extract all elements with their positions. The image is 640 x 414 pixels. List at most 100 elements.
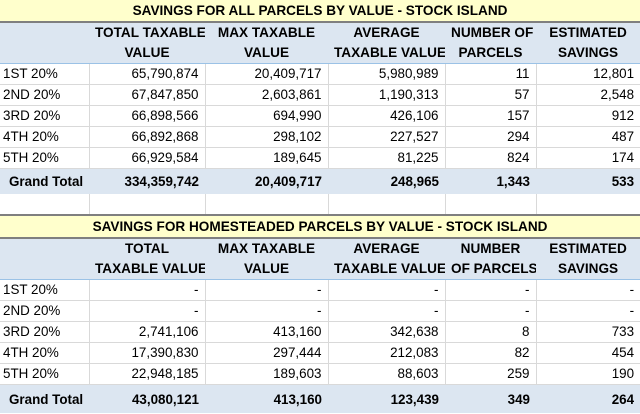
header-total-taxable[interactable]: VALUE bbox=[89, 43, 205, 64]
cell-avg[interactable]: 426,106 bbox=[328, 105, 446, 127]
cell-count[interactable]: 82 bbox=[445, 342, 537, 364]
header-number-parcels[interactable]: NUMBER OF bbox=[445, 22, 536, 43]
header-estimated-savings[interactable]: ESTIMATED bbox=[536, 238, 640, 259]
cell-savings[interactable]: 190 bbox=[536, 363, 640, 385]
grand-total-avg[interactable]: 123,439 bbox=[328, 384, 445, 413]
cell-avg[interactable]: 88,603 bbox=[328, 363, 446, 385]
cell-max[interactable]: - bbox=[205, 300, 329, 322]
cell-total[interactable]: 22,948,185 bbox=[89, 363, 206, 385]
cell-count[interactable]: - bbox=[445, 279, 537, 301]
cell-total[interactable]: 17,390,830 bbox=[89, 342, 206, 364]
cell-savings[interactable]: - bbox=[536, 279, 640, 301]
cell-count[interactable]: 57 bbox=[445, 84, 537, 106]
cell-savings[interactable]: 174 bbox=[536, 147, 640, 169]
header-cell[interactable] bbox=[0, 238, 89, 259]
cell-max[interactable]: 189,603 bbox=[205, 363, 329, 385]
cell-savings[interactable]: 733 bbox=[536, 321, 640, 343]
cell-total[interactable]: 67,847,850 bbox=[89, 84, 206, 106]
header-total-taxable[interactable]: TOTAL bbox=[89, 238, 205, 259]
grand-total-savings[interactable]: 264 bbox=[536, 384, 640, 413]
cell-avg[interactable]: 5,980,989 bbox=[328, 63, 446, 85]
cell-max[interactable]: 189,645 bbox=[205, 147, 329, 169]
cell-savings[interactable]: - bbox=[536, 300, 640, 322]
header-average-taxable[interactable]: AVERAGE bbox=[328, 22, 445, 43]
grand-total-total[interactable]: 43,080,121 bbox=[89, 384, 205, 413]
cell-avg[interactable]: 81,225 bbox=[328, 147, 446, 169]
table-all-title[interactable]: SAVINGS FOR ALL PARCELS BY VALUE - STOCK… bbox=[0, 0, 640, 23]
header-max-taxable[interactable]: MAX TAXABLE bbox=[205, 22, 328, 43]
cell-savings[interactable]: 2,548 bbox=[536, 84, 640, 106]
header-max-taxable[interactable]: VALUE bbox=[205, 259, 328, 280]
cell-total[interactable]: 66,892,868 bbox=[89, 126, 206, 148]
header-cell[interactable] bbox=[0, 43, 89, 64]
cell-count[interactable]: 11 bbox=[445, 63, 537, 85]
cell-count[interactable]: - bbox=[445, 300, 537, 322]
empty-cell[interactable] bbox=[89, 194, 206, 216]
header-estimated-savings[interactable]: SAVINGS bbox=[536, 259, 640, 280]
header-total-taxable[interactable]: TOTAL TAXABLE bbox=[89, 22, 205, 43]
row-label[interactable]: 3RD 20% bbox=[0, 321, 90, 343]
header-number-parcels[interactable]: PARCELS bbox=[445, 43, 536, 64]
cell-max[interactable]: 20,409,717 bbox=[205, 63, 329, 85]
row-label[interactable]: 1ST 20% bbox=[0, 279, 90, 301]
header-number-parcels[interactable]: OF PARCELS bbox=[445, 259, 536, 280]
header-estimated-savings[interactable]: ESTIMATED bbox=[536, 22, 640, 43]
header-average-taxable[interactable]: AVERAGE bbox=[328, 238, 445, 259]
row-label[interactable]: 2ND 20% bbox=[0, 84, 90, 106]
cell-count[interactable]: 157 bbox=[445, 105, 537, 127]
header-cell[interactable] bbox=[0, 22, 89, 43]
row-label[interactable]: 5TH 20% bbox=[0, 147, 90, 169]
row-label[interactable]: 5TH 20% bbox=[0, 363, 90, 385]
header-average-taxable[interactable]: TAXABLE VALUE bbox=[328, 259, 445, 280]
grand-total-max[interactable]: 413,160 bbox=[205, 384, 328, 413]
cell-avg[interactable]: 342,638 bbox=[328, 321, 446, 343]
cell-max[interactable]: - bbox=[205, 279, 329, 301]
cell-savings[interactable]: 12,801 bbox=[536, 63, 640, 85]
cell-max[interactable]: 413,160 bbox=[205, 321, 329, 343]
grand-total-label[interactable]: Grand Total bbox=[0, 384, 89, 413]
cell-total[interactable]: - bbox=[89, 300, 206, 322]
cell-count[interactable]: 294 bbox=[445, 126, 537, 148]
header-average-taxable[interactable]: TAXABLE VALUE bbox=[328, 43, 445, 64]
cell-savings[interactable]: 487 bbox=[536, 126, 640, 148]
header-total-taxable[interactable]: TAXABLE VALUE bbox=[89, 259, 205, 280]
empty-cell[interactable] bbox=[0, 194, 90, 216]
row-label[interactable]: 3RD 20% bbox=[0, 105, 90, 127]
row-label[interactable]: 4TH 20% bbox=[0, 342, 90, 364]
grand-total-count[interactable]: 1,343 bbox=[445, 168, 536, 194]
cell-savings[interactable]: 454 bbox=[536, 342, 640, 364]
cell-max[interactable]: 2,603,861 bbox=[205, 84, 329, 106]
header-cell[interactable] bbox=[0, 259, 89, 280]
row-label[interactable]: 1ST 20% bbox=[0, 63, 90, 85]
row-label[interactable]: 4TH 20% bbox=[0, 126, 90, 148]
empty-cell[interactable] bbox=[205, 194, 329, 216]
header-max-taxable[interactable]: MAX TAXABLE bbox=[205, 238, 328, 259]
cell-count[interactable]: 8 bbox=[445, 321, 537, 343]
grand-total-total[interactable]: 334,359,742 bbox=[89, 168, 205, 194]
header-max-taxable[interactable]: VALUE bbox=[205, 43, 328, 64]
grand-total-label[interactable]: Grand Total bbox=[0, 168, 89, 194]
cell-avg[interactable]: - bbox=[328, 279, 446, 301]
cell-total[interactable]: - bbox=[89, 279, 206, 301]
cell-max[interactable]: 694,990 bbox=[205, 105, 329, 127]
cell-avg[interactable]: 212,083 bbox=[328, 342, 446, 364]
cell-total[interactable]: 66,898,566 bbox=[89, 105, 206, 127]
empty-cell[interactable] bbox=[536, 194, 640, 216]
cell-total[interactable]: 2,741,106 bbox=[89, 321, 206, 343]
cell-avg[interactable]: 1,190,313 bbox=[328, 84, 446, 106]
table-homestead-title[interactable]: SAVINGS FOR HOMESTEADED PARCELS BY VALUE… bbox=[0, 214, 640, 239]
cell-avg[interactable]: - bbox=[328, 300, 446, 322]
empty-cell[interactable] bbox=[445, 194, 537, 216]
grand-total-savings[interactable]: 533 bbox=[536, 168, 640, 194]
cell-avg[interactable]: 227,527 bbox=[328, 126, 446, 148]
cell-max[interactable]: 298,102 bbox=[205, 126, 329, 148]
grand-total-count[interactable]: 349 bbox=[445, 384, 536, 413]
cell-count[interactable]: 824 bbox=[445, 147, 537, 169]
cell-savings[interactable]: 912 bbox=[536, 105, 640, 127]
header-estimated-savings[interactable]: SAVINGS bbox=[536, 43, 640, 64]
cell-total[interactable]: 66,929,584 bbox=[89, 147, 206, 169]
grand-total-avg[interactable]: 248,965 bbox=[328, 168, 445, 194]
cell-total[interactable]: 65,790,874 bbox=[89, 63, 206, 85]
cell-max[interactable]: 297,444 bbox=[205, 342, 329, 364]
grand-total-max[interactable]: 20,409,717 bbox=[205, 168, 328, 194]
